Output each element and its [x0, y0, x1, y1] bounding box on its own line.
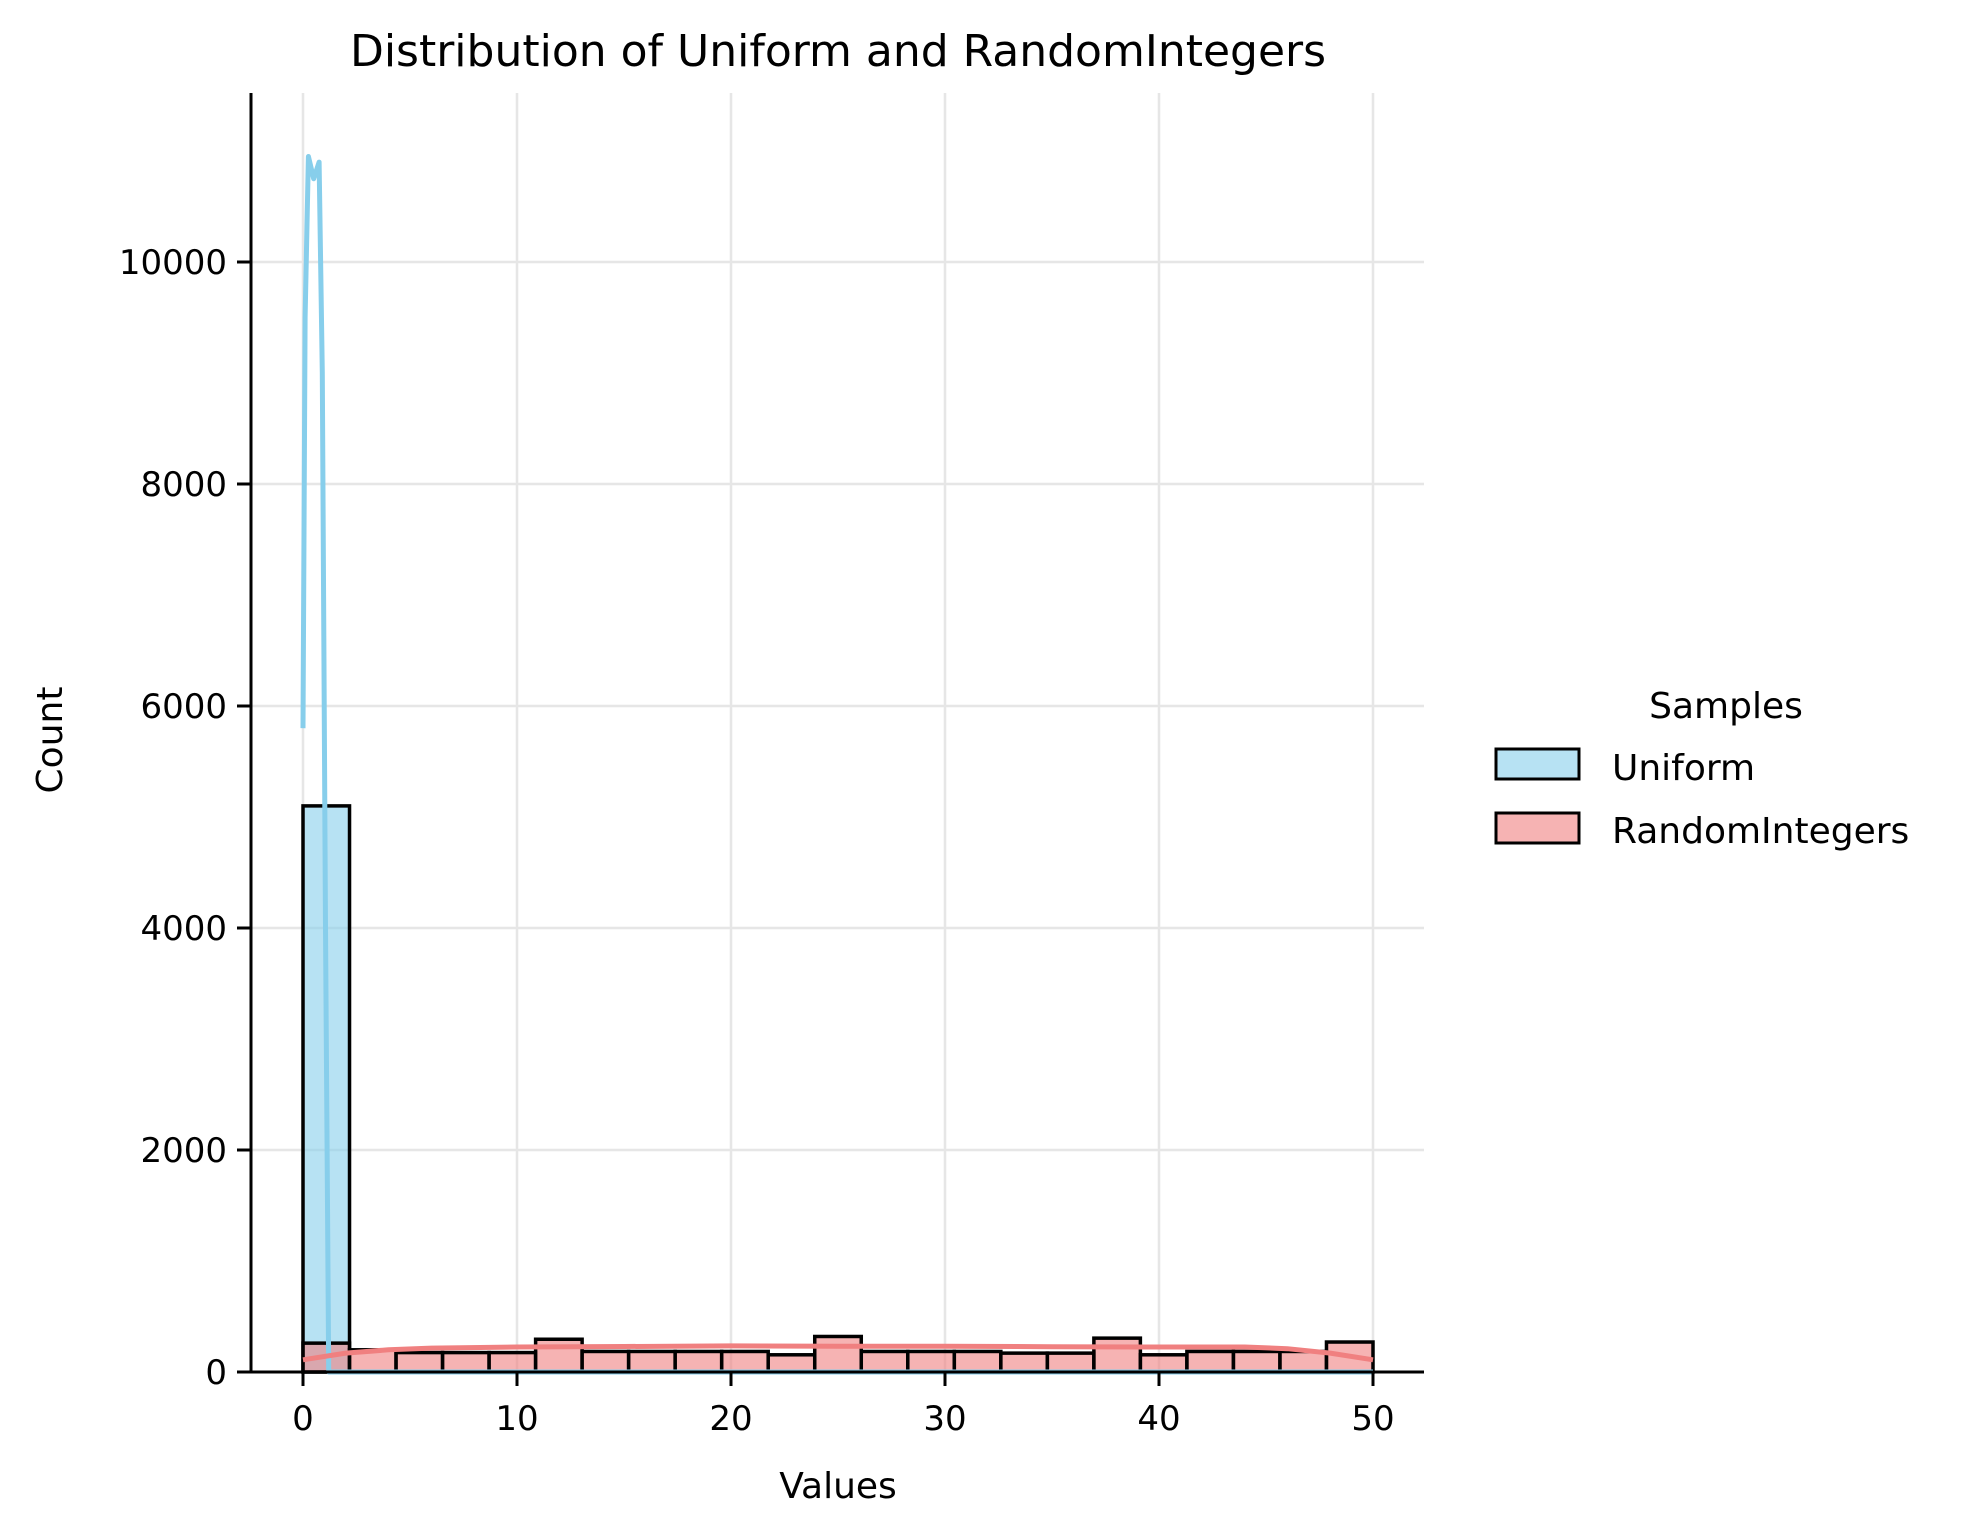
- y-axis-ticks: 0 2000 4000 6000 8000 10000: [119, 243, 251, 1393]
- histogram-bar: [533, 1337, 584, 1374]
- x-tick-label: 40: [1137, 1399, 1180, 1439]
- x-tick-label: 10: [495, 1399, 538, 1439]
- y-tick-label: 10000: [119, 243, 227, 283]
- random-integers-bars: [301, 1334, 1375, 1374]
- y-tick-label: 8000: [140, 465, 227, 505]
- x-axis-label: Values: [779, 1466, 897, 1507]
- histogram-bar: [906, 1349, 957, 1374]
- histogram-bar: [1092, 1336, 1143, 1374]
- legend-item-random-integers[interactable]: RandomIntegers: [1494, 811, 1909, 852]
- legend-label-random-integers: RandomIntegers: [1612, 811, 1909, 852]
- y-tick-label: 2000: [140, 1131, 227, 1171]
- legend-title: Samples: [1649, 686, 1803, 727]
- histogram-bar: [952, 1349, 1003, 1374]
- chart-title: Distribution of Uniform and RandomIntege…: [350, 26, 1326, 77]
- histogram-bar: [1138, 1353, 1189, 1374]
- kde-curves: [300, 154, 1374, 1375]
- histogram-bar: [440, 1350, 491, 1374]
- x-tick-label: 50: [1351, 1399, 1394, 1439]
- histogram-bar: [999, 1351, 1050, 1374]
- x-tick-label: 20: [709, 1399, 752, 1439]
- legend-item-uniform[interactable]: Uniform: [1494, 747, 1755, 789]
- y-tick-label: 0: [205, 1353, 227, 1393]
- histogram-bar: [1278, 1349, 1329, 1374]
- histogram-bar: [812, 1334, 864, 1374]
- histogram-bar: [487, 1350, 538, 1374]
- histogram-bar: [1231, 1349, 1282, 1374]
- axes: [249, 93, 1424, 1374]
- histogram-bar: [859, 1349, 910, 1374]
- kde-line-random-integers: [302, 1343, 1374, 1363]
- histogram-bar: [394, 1350, 445, 1374]
- histogram-bar: [719, 1349, 770, 1374]
- legend-swatch-uniform: [1494, 747, 1581, 781]
- legend: Samples Uniform RandomIntegers: [1494, 686, 1909, 852]
- histogram-bar: [626, 1349, 677, 1374]
- x-tick-label: 0: [292, 1399, 314, 1439]
- legend-swatch-random-integers: [1494, 811, 1581, 845]
- x-tick-label: 30: [923, 1399, 966, 1439]
- histogram-bar: [766, 1353, 817, 1374]
- y-tick-label: 4000: [140, 909, 227, 949]
- histogram-bar: [1045, 1351, 1096, 1374]
- kde-line-uniform: [300, 154, 1373, 1375]
- y-axis-label: Count: [30, 687, 71, 794]
- x-axis-ticks: 0 10 20 30 40 50: [292, 1372, 1395, 1439]
- legend-label-uniform: Uniform: [1612, 748, 1755, 789]
- histogram-bar: [673, 1349, 724, 1374]
- histogram-bar: [580, 1349, 631, 1374]
- y-tick-label: 6000: [140, 687, 227, 727]
- histogram-bar: [1185, 1349, 1236, 1374]
- grid-lines: [251, 93, 1424, 1374]
